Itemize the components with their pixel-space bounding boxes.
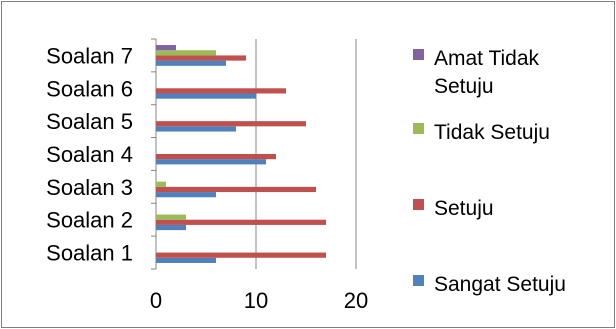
bar-setuju-soalan-3 [156, 186, 316, 193]
category-label: Soalan 6 [46, 76, 133, 101]
bar-sangat-setuju-soalan-2 [156, 224, 186, 231]
legend-label-amat-tidak-setuju: Setuju [434, 75, 494, 98]
category-label: Soalan 4 [46, 142, 133, 167]
x-tick-label: 10 [244, 288, 268, 313]
category-label: Soalan 3 [46, 175, 133, 200]
category-label: Soalan 5 [46, 109, 133, 134]
bar-setuju-soalan-7 [156, 55, 246, 61]
legend-label-sangat-setuju: Sangat Setuju [434, 273, 566, 296]
bar-sangat-setuju-soalan-5 [156, 126, 236, 132]
bar-setuju-soalan-2 [156, 219, 326, 225]
bar-setuju-soalan-6 [156, 88, 286, 94]
category-label: Soalan 7 [46, 43, 133, 68]
bar-sangat-setuju-soalan-6 [156, 93, 256, 99]
bar-sangat-setuju-soalan-1 [156, 257, 216, 263]
bar-amat-tidak-setuju-soalan-7 [156, 45, 176, 51]
x-tick-label: 20 [344, 288, 368, 313]
legend-label-tidak-setuju: Tidak Setuju [434, 121, 550, 144]
category-label: Soalan 1 [46, 241, 133, 266]
bar-setuju-soalan-4 [156, 154, 276, 160]
bar-sangat-setuju-soalan-3 [156, 192, 216, 198]
legend-swatch-tidak-setuju [413, 123, 424, 134]
bar-sangat-setuju-soalan-4 [156, 159, 266, 165]
bar-setuju-soalan-1 [156, 252, 326, 258]
legend-swatch-amat-tidak-setuju [413, 49, 424, 60]
category-label: Soalan 2 [46, 208, 133, 233]
legend-swatch-setuju [413, 199, 424, 210]
legend-swatch-sangat-setuju [413, 275, 424, 286]
bar-tidak-setuju-soalan-7 [156, 50, 216, 56]
legend-label-setuju: Setuju [434, 197, 494, 220]
x-tick-label: 0 [150, 288, 162, 313]
bar-sangat-setuju-soalan-7 [156, 60, 226, 66]
bar-tidak-setuju-soalan-3 [156, 181, 166, 187]
legend-label-amat-tidak-setuju: Amat Tidak [434, 47, 540, 70]
bar-tidak-setuju-soalan-2 [156, 214, 186, 220]
bar-setuju-soalan-5 [156, 121, 306, 127]
